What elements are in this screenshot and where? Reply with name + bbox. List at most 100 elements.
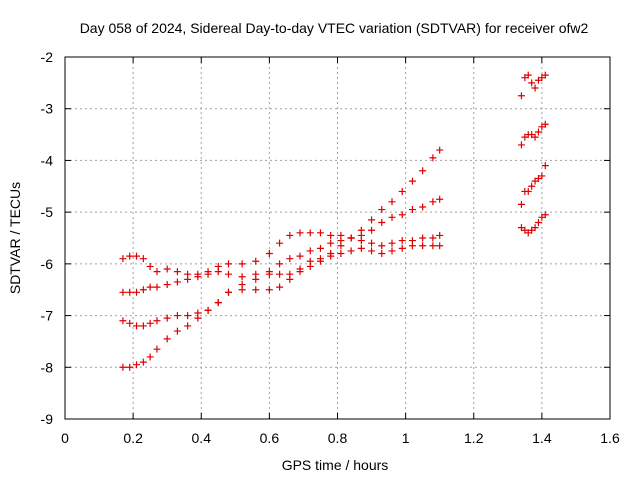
data-point [252, 286, 260, 294]
series-4 [119, 195, 444, 371]
data-point [368, 226, 376, 234]
data-point [173, 278, 181, 286]
data-point [133, 322, 141, 330]
series-1 [119, 229, 444, 278]
data-point [357, 231, 365, 239]
x-axis-label: GPS time / hours [282, 457, 389, 473]
data-point [126, 288, 134, 296]
data-point [214, 299, 222, 307]
data-point [517, 92, 525, 100]
x-axis: 0 0.2 0.4 0.6 0.8 1 1.2 1.4 1.6 [61, 57, 620, 446]
data-point [306, 257, 314, 265]
y-tick-label: -9 [41, 411, 54, 427]
data-point [368, 239, 376, 247]
data-point [378, 250, 386, 258]
data-point [436, 231, 444, 239]
series-6 [517, 120, 549, 149]
data-point [419, 242, 427, 250]
data-point [524, 71, 532, 79]
data-point [265, 268, 273, 276]
data-point [139, 255, 147, 263]
data-point [214, 268, 222, 276]
data-point [398, 237, 406, 245]
data-point [398, 211, 406, 219]
data-point [133, 252, 141, 260]
data-point [541, 120, 549, 128]
data-point [139, 322, 147, 330]
data-point [119, 317, 127, 325]
y-axis: -2 -3 -4 -5 -6 -7 -8 -9 [41, 49, 610, 427]
data-point [429, 242, 437, 250]
data-point [327, 239, 335, 247]
data-point [357, 244, 365, 252]
data-point [265, 286, 273, 294]
data-point [306, 247, 314, 255]
data-point [238, 273, 246, 281]
data-point [388, 213, 396, 221]
y-tick-label: -3 [41, 101, 54, 117]
data-point [327, 252, 335, 260]
y-tick-label: -7 [41, 308, 54, 324]
data-point [119, 288, 127, 296]
y-tick-label: -4 [41, 152, 54, 168]
data-point [419, 167, 427, 175]
data-point [276, 283, 284, 291]
series-2 [119, 146, 444, 296]
data-point [316, 244, 324, 252]
grid [65, 57, 610, 419]
data-point [531, 84, 539, 92]
data-point [184, 312, 192, 320]
series-5 [517, 71, 549, 100]
data-point [252, 257, 260, 265]
data-point [517, 200, 525, 208]
data-point [173, 327, 181, 335]
data-point [388, 239, 396, 247]
data-point [276, 239, 284, 247]
data-point [119, 363, 127, 371]
data-point [163, 265, 171, 273]
data-point [429, 154, 437, 162]
data-point [528, 182, 536, 190]
data-point [534, 218, 542, 226]
data-point [126, 252, 134, 260]
data-point [378, 206, 386, 214]
data-point [163, 314, 171, 322]
data-point [184, 322, 192, 330]
data-point [146, 262, 154, 270]
data-point [388, 198, 396, 206]
x-tick-label: 1 [402, 430, 410, 446]
data-point [139, 358, 147, 366]
data-point [146, 319, 154, 327]
y-tick-label: -2 [41, 49, 54, 65]
data-point [126, 319, 134, 327]
data-point [327, 231, 335, 239]
data-point [194, 273, 202, 281]
series-8 [517, 211, 549, 237]
data-point [419, 203, 427, 211]
data-point [238, 260, 246, 268]
data-point [225, 288, 232, 296]
data-point [306, 229, 314, 237]
data-point [146, 283, 154, 291]
y-axis-label: SDTVAR / TECUs [7, 182, 23, 294]
x-tick-label: 0.4 [192, 430, 212, 446]
data-point [531, 224, 539, 232]
data-point [408, 177, 416, 185]
data-point [337, 237, 345, 245]
y-tick-label: -6 [41, 256, 54, 272]
data-point [538, 172, 546, 180]
data-point [517, 141, 525, 149]
data-point [541, 71, 549, 79]
x-tick-label: 0.8 [328, 430, 348, 446]
data-point [126, 363, 134, 371]
data-point [378, 242, 386, 250]
data-point [436, 146, 444, 154]
data-point [429, 234, 437, 242]
data-point [153, 268, 161, 276]
data-point [347, 234, 355, 242]
data-point [286, 255, 294, 263]
data-point [524, 187, 532, 195]
data-point [204, 270, 212, 278]
x-tick-label: 0 [61, 430, 69, 446]
